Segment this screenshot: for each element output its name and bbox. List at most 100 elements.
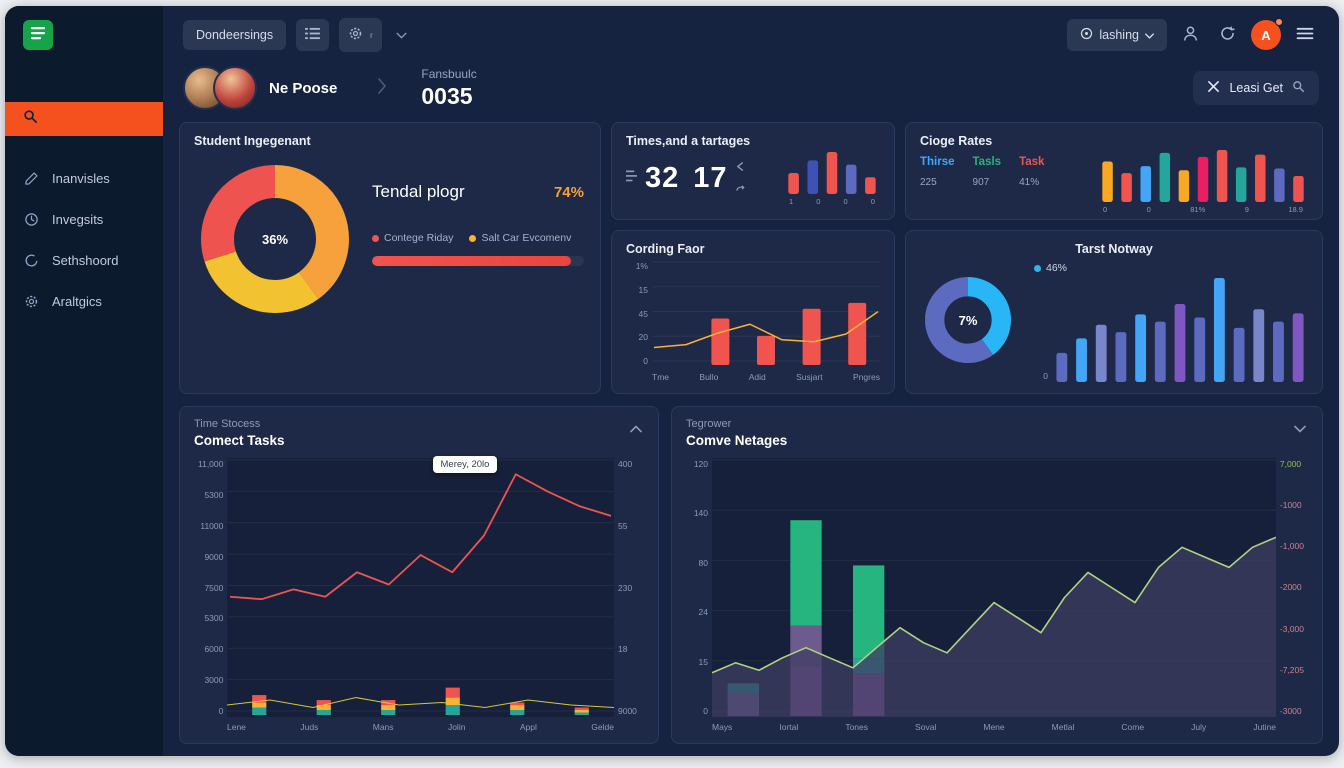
dashboard-content: Student Ingegenant 36% Tendal plogr 74% [163,122,1339,756]
refresh-icon [1219,25,1236,45]
y-axis-left: 120 140 80 24 15 0 [686,458,712,717]
y-axis-left: 1% 15 45 20 0 [626,260,652,367]
pen-icon [23,171,40,186]
axis-label: Tme [652,372,669,382]
axis-label: -3,000 [1279,623,1304,634]
card-title: Tarst Notway [1075,242,1153,256]
tegrower-chart-card: Tegrower Comve Netages 120 140 80 24 15 0 7,00… [671,406,1323,744]
primary-action-button[interactable]: Dondeersings [183,20,287,50]
chevron-down-icon[interactable] [392,28,411,43]
axis-label: 9000 [618,706,637,716]
progress-bar [372,256,584,266]
stat-value: 907 [972,177,990,188]
axis-label: 120 [693,459,708,469]
sidebar-item-inanvisles[interactable]: Inanvisles [5,158,163,199]
search-icon [23,109,38,129]
axis-label: 1% [635,261,648,271]
card-title: Comve Netages [686,433,788,448]
sidebar-item-araltgics[interactable]: Araltgics [5,281,163,322]
axis-label: 9 [1244,205,1249,214]
chevron-left-icon [736,158,746,176]
dashboard-column-c: Cioge Rates Thirse 225 Tasls 907 [905,122,1323,394]
sidebar-search-input[interactable] [46,112,201,126]
axis-label: Tones [845,722,868,732]
app-logo[interactable] [23,20,53,50]
student-donut-chart: 36% [200,164,350,314]
axis-label: Jutine [1253,722,1276,732]
stat-item: Tasls 907 [973,156,1002,214]
axis-label: Bullo [699,372,719,382]
user-dropdown-label: lashing [1099,28,1139,42]
times-bar-chart: 1 0 0 0 [784,150,880,206]
axis-label: 18 [618,644,628,655]
cioge-rates-card: Cioge Rates Thirse 225 Tasls 907 [905,122,1323,220]
legend-item: Salt Car Evcomenv [469,232,571,244]
chart-wrapper: 1% 15 45 20 0 Tme Bullo Adid Susjart Pngres [626,260,880,382]
refresh-button[interactable] [1214,20,1241,50]
donut-center-label: 7% [958,312,978,328]
cording-chart-card: Cording Faor 1% 15 45 20 0 Tme Bullo Adid Susjar… [611,230,895,394]
axis-label: 55 [618,520,628,531]
sidebar-item-sethshoord[interactable]: Sethshoord [5,240,163,281]
times-value-b: 17 [693,161,728,194]
axis-label: 9000 [204,551,224,562]
dashboard-column-b: Times,and a tartages 32 17 1 0 0 0 [611,122,895,394]
card-subtitle: Time Stocess [194,418,261,430]
notification-icon [1080,27,1093,43]
sidebar-item-invegsits[interactable]: Invegsits [5,199,163,240]
sidebar-item-label: Araltgics [52,294,102,309]
x-axis-labels: Mays Iortal Tones Soval Mene Metlal Come July Ju… [712,722,1276,732]
leasi-get-button[interactable]: Leasi Get [1193,71,1319,105]
sidebar-item-label: Invegsits [52,212,104,227]
axis-label: 0 [218,706,224,716]
legend-dot [372,234,379,242]
tasks-line-chart: Merey, 20lo 11,000 5300 11000 9000 7500 5300 6… [194,456,644,732]
axis-label: Mays [712,722,733,732]
account-avatar[interactable]: A [1251,18,1283,50]
sidebar-search[interactable] [5,102,201,136]
axis-label: 1 [789,197,794,206]
chevron-up-icon[interactable] [628,418,644,440]
chevron-down-icon[interactable] [1292,418,1308,440]
y-axis-left: 0 [1026,276,1052,382]
user-button[interactable] [1177,20,1204,50]
avatar-photo-2[interactable] [213,66,257,110]
metric-label: Tendal plogr [372,182,465,201]
settings-button[interactable]: r [339,18,382,52]
chart-plot [712,458,1276,717]
times-controls[interactable] [735,158,746,198]
y-axis-right: 7,000 -1000 -1,000 -2000 -3,000 -7,205 -3000 [1276,458,1308,717]
axis-label: Gelde [591,722,614,732]
progress-fill [372,256,572,266]
student-engagement-card: Student Ingegenant 36% Tendal plogr 74% [179,122,601,394]
axis-label: Jolin [447,722,466,732]
tarst-card-right: 46% 0 [1016,258,1308,382]
list-view-button[interactable] [296,19,330,51]
table-grid-icon [29,24,47,47]
legend: 46% [1034,262,1308,274]
axis-label: 11000 [200,520,224,531]
axis-label: -1,000 [1279,541,1304,552]
axis-label: 0 [816,197,821,206]
card-title: Cioge Rates [920,134,993,148]
legend-dot [1034,264,1041,272]
tasks-chart-card: Time Stocess Comect Tasks Merey, 20lo 11… [179,406,659,744]
axis-label: 0 [870,197,875,206]
user-dropdown[interactable]: lashing [1067,19,1167,51]
axis-label: -2000 [1279,582,1302,593]
x-axis-labels: Tme Bullo Adid Susjart Pngres [652,372,880,382]
card-header: Time Stocess Comect Tasks [194,418,644,448]
student-card-body: 36% Tendal plogr 74% Contege Riday [194,148,586,382]
card-title: Student Ingegenant [194,134,311,148]
student-card-right: Tendal plogr 74% Contege Riday [352,148,586,382]
y-axis-left: 11,000 5300 11000 9000 7500 5300 6000 3000 0 [194,458,227,717]
menu-button[interactable] [1291,22,1319,48]
tarst-bar-chart: 0 [1026,276,1308,382]
axis-label: 400 [618,459,633,469]
action-button-label: Leasi Get [1229,81,1283,95]
axis-label: 230 [618,582,633,593]
axis-label: 7,000 [1279,459,1302,469]
stat-label: Task [1019,156,1045,168]
page-header: Ne Poose Fansbuulc 0035 Leasi Get [163,58,1339,122]
stat-label: Tasls [972,156,1002,168]
